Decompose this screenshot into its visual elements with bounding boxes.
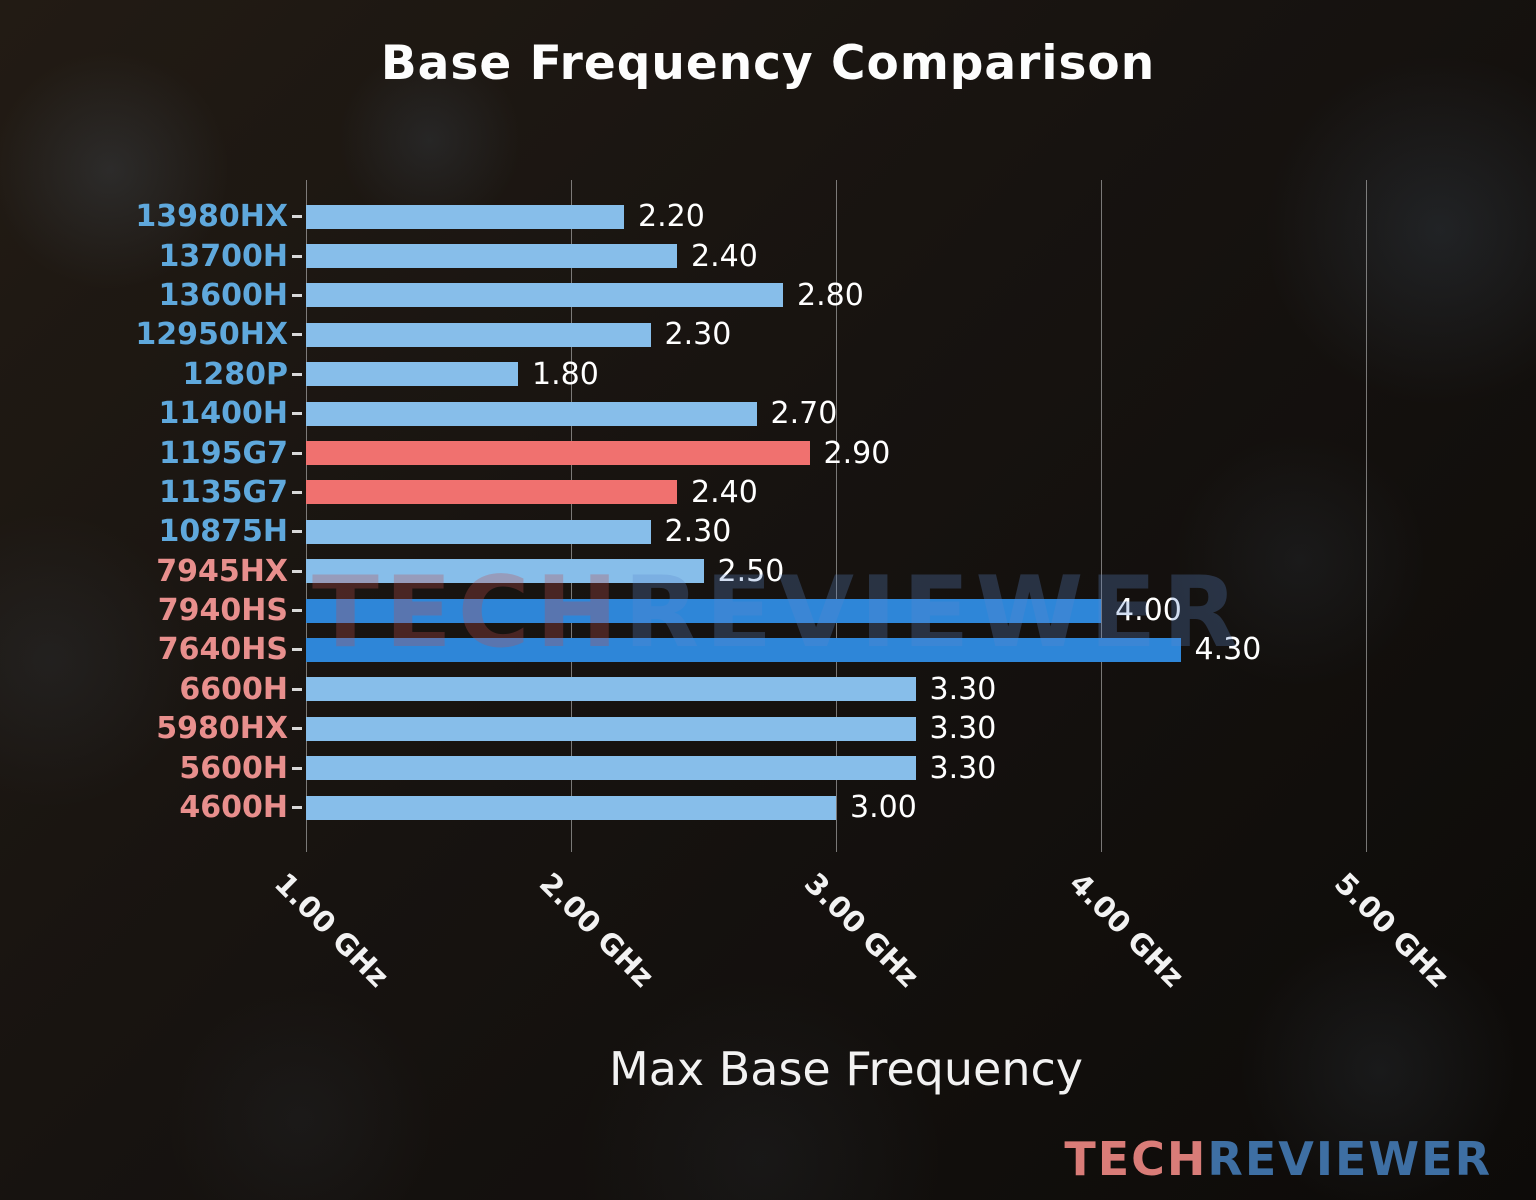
chart-row-1135G7: 1135G7 2.40 — [0, 473, 1536, 512]
y-tick-mark — [292, 806, 302, 810]
x-tick-label: 2.00 GHz — [532, 866, 661, 994]
value-label: 3.30 — [929, 671, 997, 707]
chart-row-1195G7: 1195G7 2.90 — [0, 433, 1536, 472]
y-tick-mark — [292, 333, 302, 337]
logo-tech: TECH — [1064, 1132, 1208, 1186]
bar — [306, 519, 651, 544]
chart-title: Base Frequency Comparison — [380, 36, 1156, 91]
chart-row-4600H: 4600H 3.00 — [0, 788, 1536, 827]
chart-row-13980HX: 13980HX 2.20 — [0, 197, 1536, 236]
chart-row-13700H: 13700H 2.40 — [0, 236, 1536, 275]
bar — [306, 322, 651, 347]
y-tick-mark — [292, 451, 302, 455]
value-label: 2.70 — [770, 396, 838, 432]
x-axis-ticks: 1.00 GHz 2.00 GHz 3.00 GHz 4.00 GHz 5.00 GHz — [268, 858, 1456, 1038]
chart-row-5600H: 5600H 3.30 — [0, 748, 1536, 787]
bar — [306, 244, 677, 269]
x-tick-label: 1.00 GHz — [267, 866, 396, 994]
category-label: 1195G7 — [159, 435, 288, 471]
y-tick-mark — [292, 293, 302, 297]
chart-row-5980HX: 5980HX 3.30 — [0, 709, 1536, 748]
category-label: 13980HX — [135, 199, 288, 235]
y-tick-mark — [292, 609, 302, 613]
y-tick-mark — [292, 412, 302, 416]
x-tick-label: 4.00 GHz — [1062, 866, 1191, 994]
category-label: 1135G7 — [159, 474, 288, 510]
value-label: 1.80 — [532, 356, 599, 392]
x-tick-label: 5.00 GHz — [1327, 866, 1456, 994]
bar — [306, 559, 704, 584]
y-tick-mark — [292, 648, 302, 652]
category-label: 1280P — [182, 356, 288, 392]
bar — [306, 204, 624, 229]
bar — [306, 362, 518, 387]
category-label: 4600H — [179, 790, 288, 826]
value-label: 2.40 — [691, 238, 758, 274]
chart-row-11400H: 11400H 2.70 — [0, 394, 1536, 433]
category-label: 11400H — [158, 396, 288, 432]
chart-row-7940HS: 7940HS 4.00 — [0, 591, 1536, 630]
category-label: 7940HS — [157, 593, 288, 629]
value-label: 3.30 — [929, 750, 997, 786]
y-tick-mark — [292, 687, 302, 691]
bar — [306, 401, 757, 426]
y-tick-mark — [292, 727, 302, 731]
category-label: 7945HX — [156, 553, 288, 589]
y-tick-mark — [292, 254, 302, 258]
chart-row-10875H: 10875H 2.30 — [0, 512, 1536, 551]
chart-row-7640HS: 7640HS 4.30 — [0, 630, 1536, 669]
y-tick-mark — [292, 766, 302, 770]
bar — [306, 283, 783, 308]
value-label: 2.80 — [797, 277, 864, 313]
gridline — [1101, 180, 1102, 852]
value-label: 2.30 — [664, 514, 732, 550]
category-label: 10875H — [158, 514, 288, 550]
y-tick-mark — [292, 215, 302, 219]
value-label: 2.40 — [691, 474, 758, 510]
category-label: 13700H — [158, 238, 288, 274]
chart-row-12950HX: 12950HX 2.30 — [0, 315, 1536, 354]
chart-row-7945HX: 7945HX 2.50 — [0, 552, 1536, 591]
x-axis-label: Max Base Frequency — [609, 1042, 1083, 1096]
bar — [306, 441, 810, 466]
bar — [306, 598, 1101, 623]
y-tick-mark — [292, 569, 302, 573]
category-label: 7640HS — [157, 632, 288, 668]
category-label: 13600H — [158, 277, 288, 313]
y-tick-mark — [292, 372, 302, 376]
gridline — [571, 180, 572, 852]
y-tick-mark — [292, 490, 302, 494]
bar — [306, 716, 916, 741]
value-label: 3.00 — [850, 790, 917, 826]
bar — [306, 756, 916, 781]
value-label: 2.20 — [638, 199, 705, 235]
logo-reviewer: REVIEWER — [1207, 1132, 1492, 1186]
bar — [306, 480, 677, 505]
chart-row-13600H: 13600H 2.80 — [0, 276, 1536, 315]
gridline — [836, 180, 837, 852]
techreviewer-logo: TECHREVIEWER — [1064, 1132, 1492, 1186]
value-label: 2.90 — [823, 435, 891, 471]
category-label: 6600H — [179, 671, 288, 707]
bar — [306, 677, 916, 702]
chart-row-6600H: 6600H 3.30 — [0, 670, 1536, 709]
value-label: 2.30 — [664, 317, 732, 353]
bar — [306, 637, 1181, 662]
category-label: 5980HX — [156, 711, 288, 747]
value-label: 3.30 — [929, 711, 997, 747]
bar-rows: 13980HX 2.20 13700H 2.40 13600H 2.80 12950HX 2.… — [0, 197, 1536, 827]
x-tick-label: 3.00 GHz — [797, 866, 926, 994]
value-label: 4.30 — [1194, 632, 1262, 668]
value-label: 2.50 — [717, 553, 785, 589]
value-label: 4.00 — [1115, 593, 1182, 629]
chart-row-1280P: 1280P 1.80 — [0, 355, 1536, 394]
gridline — [306, 180, 307, 852]
category-label: 5600H — [179, 750, 288, 786]
gridlines — [306, 180, 1396, 852]
category-label: 12950HX — [135, 317, 288, 353]
gridline — [1366, 180, 1367, 852]
y-tick-mark — [292, 530, 302, 534]
bar — [306, 795, 836, 820]
